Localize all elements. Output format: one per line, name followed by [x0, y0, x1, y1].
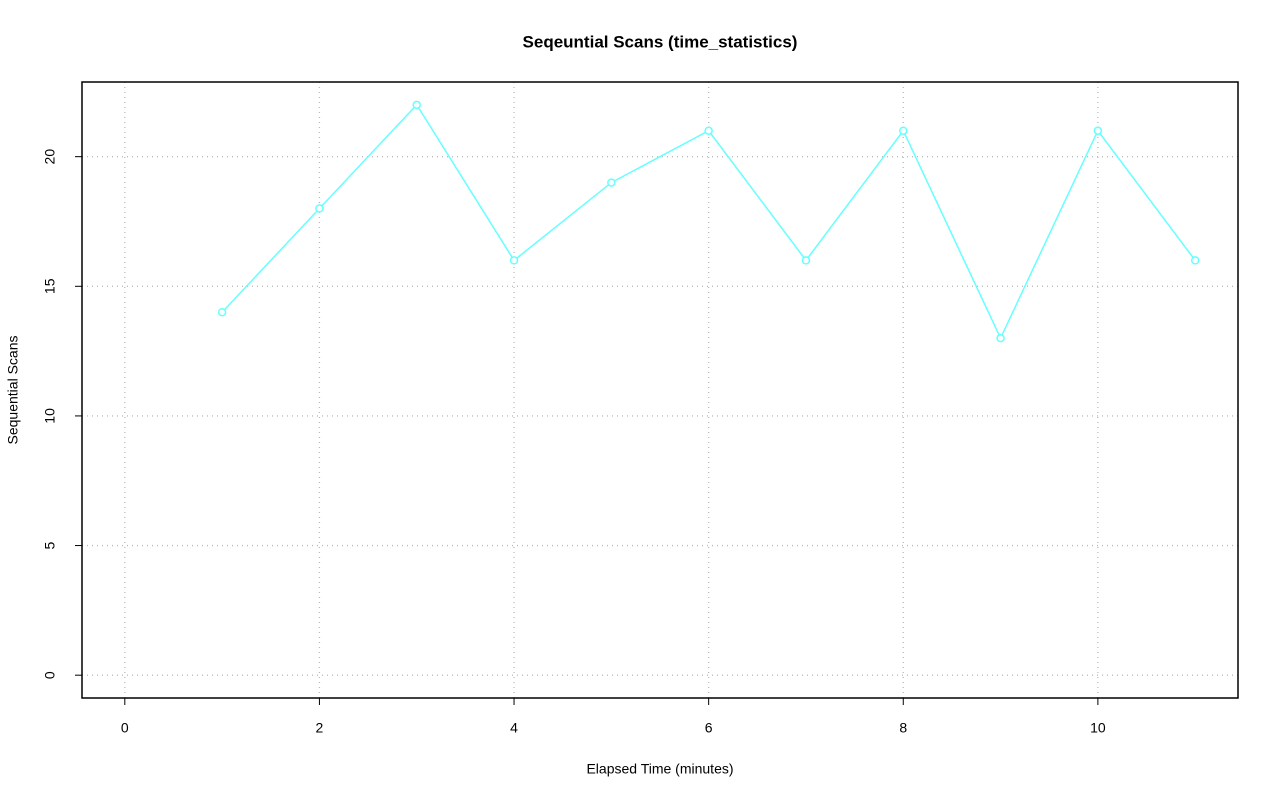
x-tick-label: 0: [121, 720, 129, 736]
x-tick-label: 8: [899, 720, 907, 736]
data-point: [801, 256, 811, 265]
y-tick-label: 0: [42, 671, 58, 679]
data-point: [704, 126, 713, 135]
data-point: [315, 204, 324, 213]
data-point: [607, 178, 616, 187]
x-tick-label: 10: [1090, 720, 1106, 736]
data-point: [996, 333, 1005, 343]
data-point: [1093, 126, 1103, 135]
data-point: [217, 307, 227, 317]
data-point: [412, 100, 421, 110]
chart-title: Seqeuntial Scans (time_statistics): [523, 32, 798, 51]
x-tick-label: 2: [316, 720, 324, 736]
y-axis-label: Sequential Scans: [5, 336, 21, 445]
y-tick-label: 5: [42, 541, 58, 549]
data-point: [899, 126, 908, 135]
y-tick-label: 20: [42, 149, 58, 165]
data-point: [509, 256, 519, 265]
data-point: [1190, 256, 1200, 265]
plot-frame: [81, 81, 1239, 699]
x-tick-label: 6: [705, 720, 713, 736]
series-line: [221, 103, 1196, 340]
y-tick-label: 15: [42, 278, 58, 294]
y-tick-label: 10: [42, 408, 58, 424]
x-tick-label: 4: [510, 720, 518, 736]
x-axis-label: Elapsed Time (minutes): [586, 761, 733, 777]
